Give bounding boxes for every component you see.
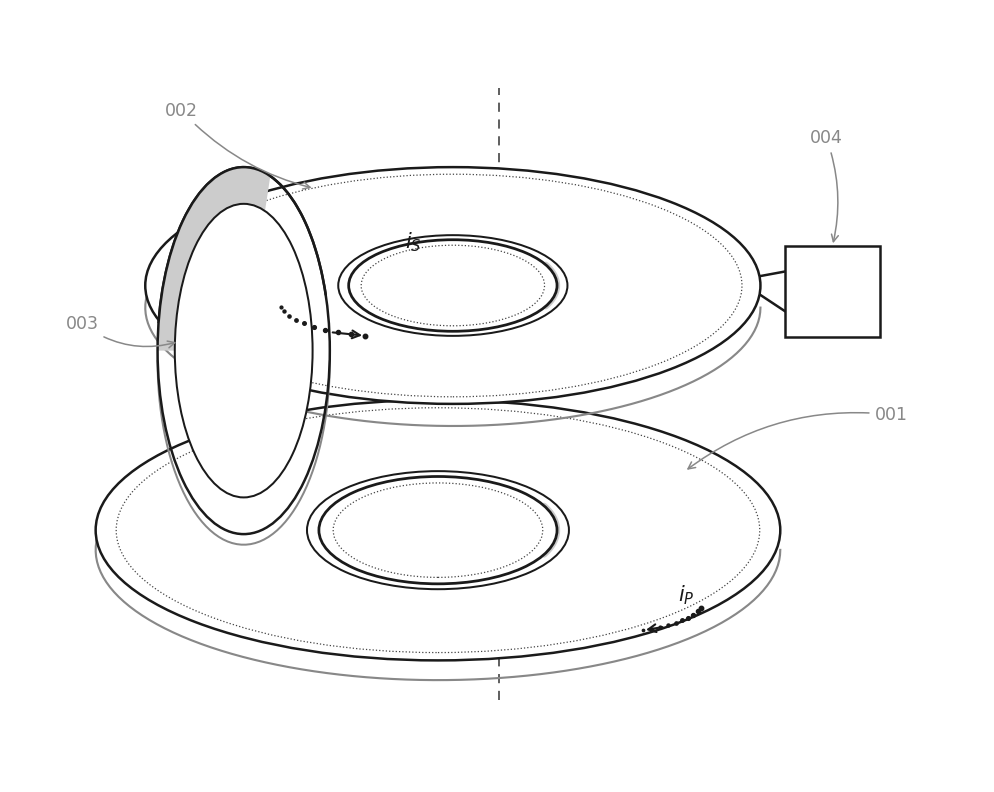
Ellipse shape — [348, 240, 557, 331]
Ellipse shape — [319, 477, 557, 584]
Ellipse shape — [95, 400, 779, 661]
Text: 003: 003 — [66, 315, 175, 348]
Polygon shape — [95, 400, 491, 550]
Polygon shape — [157, 167, 270, 351]
Text: 001: 001 — [687, 406, 907, 469]
Text: 002: 002 — [165, 102, 310, 189]
Ellipse shape — [175, 204, 312, 497]
Ellipse shape — [307, 471, 569, 589]
Text: 004: 004 — [809, 129, 842, 242]
Ellipse shape — [145, 167, 759, 404]
Bar — [784, 246, 879, 337]
Polygon shape — [145, 167, 500, 307]
Text: $i_P$: $i_P$ — [677, 583, 694, 607]
Ellipse shape — [338, 235, 567, 336]
Text: $i_S$: $i_S$ — [405, 230, 421, 254]
